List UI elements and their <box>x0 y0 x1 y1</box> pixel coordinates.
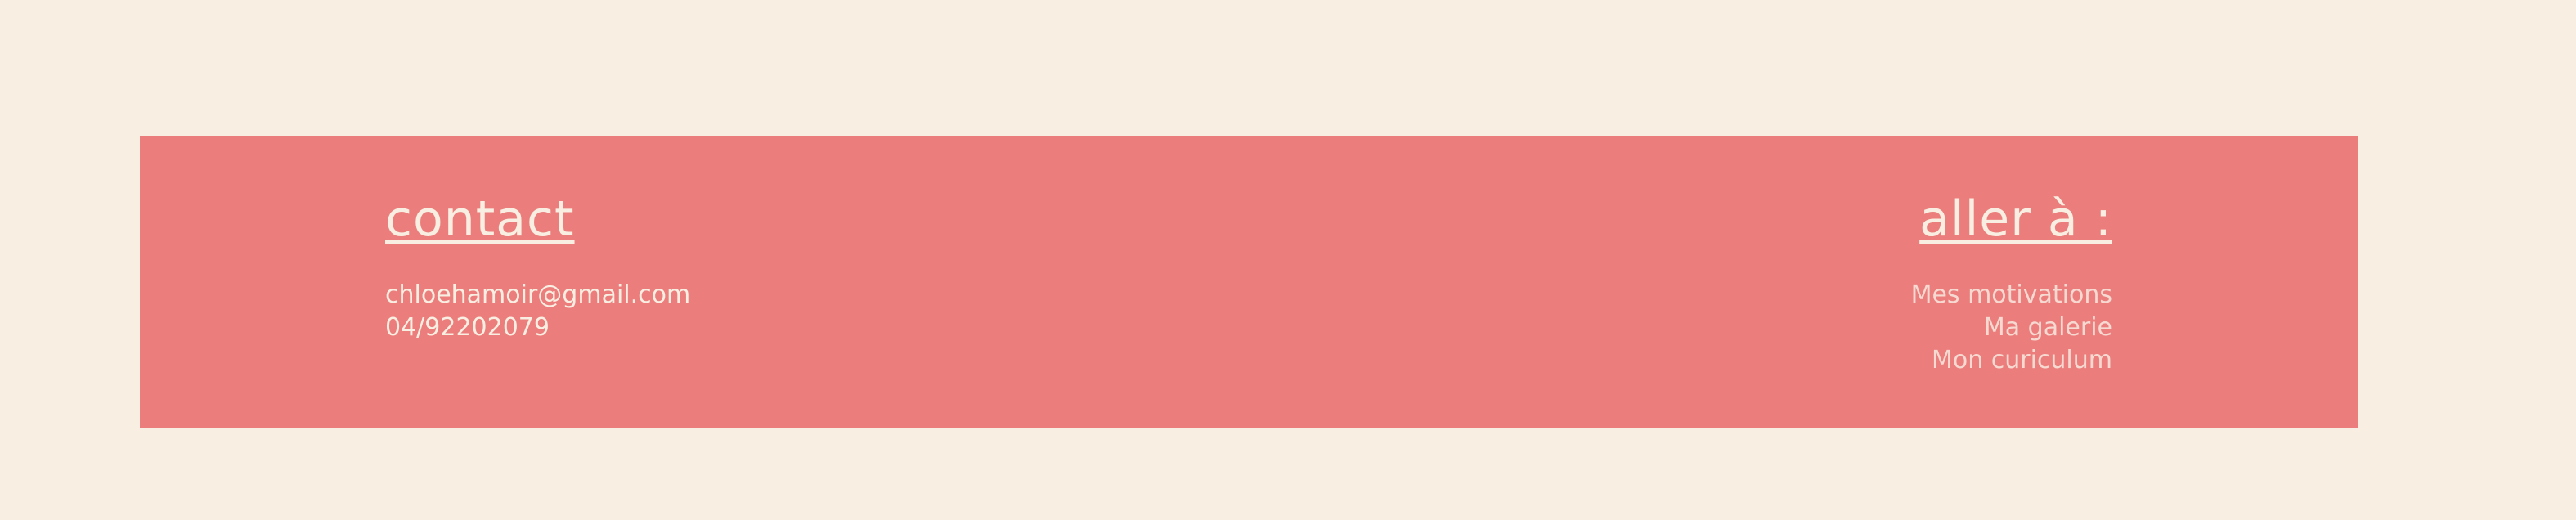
contact-section: contact chloehamoir@gmail.com 04/9220207… <box>385 191 958 344</box>
navigation-links: Mes motivations Ma galerie Mon curiculum <box>1540 279 2112 377</box>
contact-email: chloehamoir@gmail.com <box>385 280 691 309</box>
navigation-heading[interactable]: aller à : <box>1919 191 2112 248</box>
nav-link-motivations[interactable]: Mes motivations <box>1910 280 2112 309</box>
site-footer: contact chloehamoir@gmail.com 04/9220207… <box>140 136 2358 428</box>
contact-phone: 04/92202079 <box>385 313 550 342</box>
contact-info: chloehamoir@gmail.com 04/92202079 <box>385 279 958 344</box>
nav-link-gallery[interactable]: Ma galerie <box>1983 313 2112 342</box>
nav-link-curriculum[interactable]: Mon curiculum <box>1931 346 2112 374</box>
navigation-section: aller à : Mes motivations Ma galerie Mon… <box>1540 191 2112 377</box>
contact-heading[interactable]: contact <box>385 191 575 248</box>
